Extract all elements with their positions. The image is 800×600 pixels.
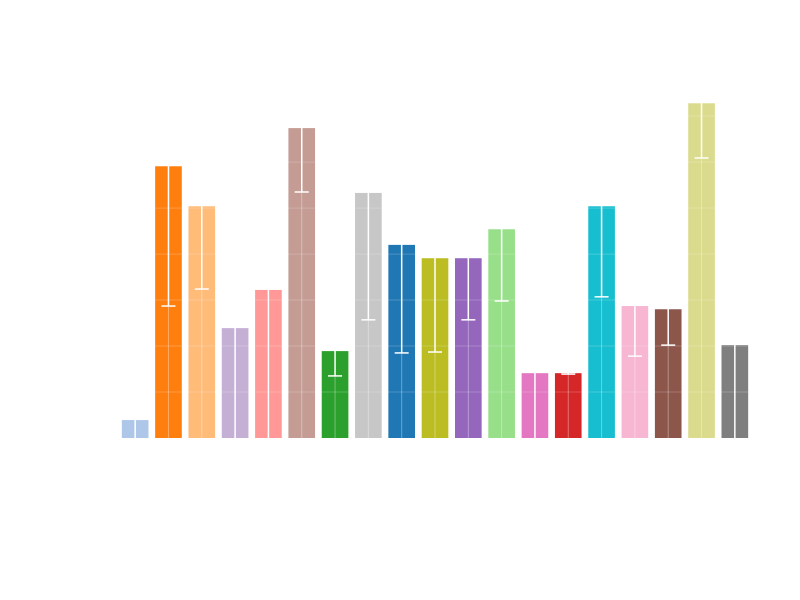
error-bar: [361, 72, 376, 321]
error-bar: [428, 164, 442, 353]
bar: [688, 103, 715, 439]
error-bar: [494, 157, 509, 302]
error-bar: [394, 136, 409, 354]
error-bars-layer: [134, 72, 736, 438]
error-bar: [661, 273, 676, 346]
bar: [554, 373, 582, 438]
error-bar: [561, 372, 576, 375]
error-bar: [161, 72, 176, 307]
error-bar: [328, 326, 343, 377]
error-bar: [194, 123, 209, 290]
error-bar: [627, 255, 642, 357]
error-bar: [294, 72, 309, 193]
error-bar: [461, 196, 476, 321]
error-bar: [594, 115, 609, 298]
error-bar: [694, 72, 709, 159]
